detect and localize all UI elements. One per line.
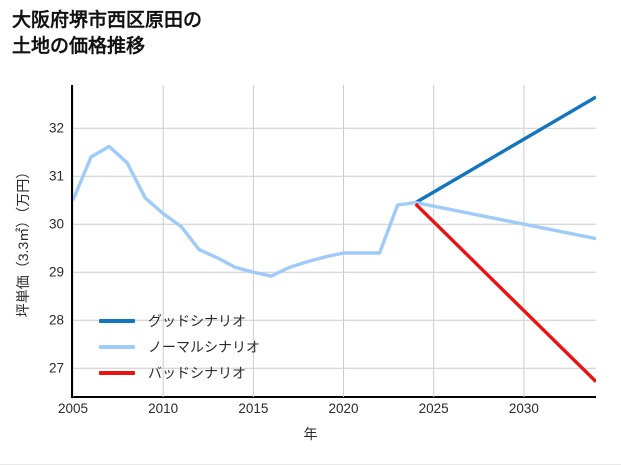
plot-svg [73,85,596,397]
series-line-2 [414,202,596,383]
y-tick-label: 29 [48,264,64,280]
y-tick-label: 32 [48,120,64,136]
x-tick-label: 2010 [148,401,179,416]
legend-swatch [99,371,135,375]
x-tick-label: 2015 [238,401,269,416]
legend-item[interactable]: ノーマルシナリオ [99,334,314,360]
chart-title: 大阪府堺市西区原田の 土地の価格推移 [12,10,203,57]
gridlines [73,85,596,397]
y-tick-label: 31 [48,168,64,184]
x-tick-label: 2020 [328,401,359,416]
series-line-0 [414,95,596,205]
y-axis-label: 坪単価（3.3㎡）（万円） [15,164,31,318]
chart-legend: グッドシナリオ ノーマルシナリオ バッドシナリオ [99,308,314,386]
legend-label: バッドシナリオ [148,365,246,381]
legend-item[interactable]: バッドシナリオ [99,360,314,386]
x-axis-spine [71,396,596,398]
x-tick-label: 2025 [418,401,449,416]
plot-area [73,85,596,397]
y-tick-label: 28 [48,312,64,328]
legend-swatch [99,345,135,349]
y-tick-label: 30 [48,216,64,232]
y-tick-label: 27 [48,360,64,376]
x-tick-label: 2030 [508,401,539,416]
x-axis-label: 年 [303,426,318,442]
legend-label: ノーマルシナリオ [148,339,260,355]
legend-item[interactable]: グッドシナリオ [99,308,314,334]
legend-label: グッドシナリオ [148,313,246,329]
series-line-1 [73,144,596,278]
y-axis-spine [71,85,73,398]
series-lines [73,95,596,383]
legend-swatch [99,319,135,323]
x-tick-label: 2005 [57,401,89,416]
